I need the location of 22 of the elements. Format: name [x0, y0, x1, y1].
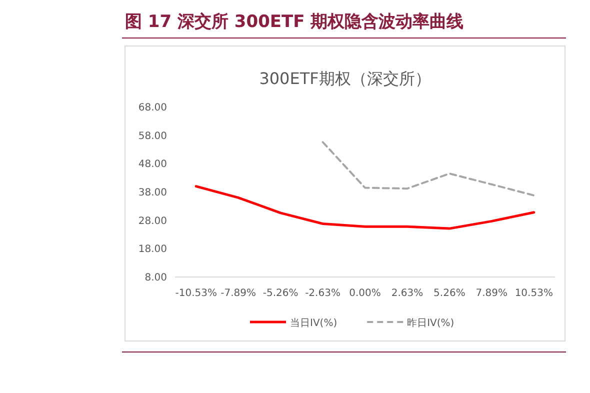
chart-subtitle: 300ETF期权（深交所） — [259, 69, 431, 88]
x-tick-label: -2.63% — [305, 288, 340, 299]
x-tick-label: 2.63% — [391, 288, 424, 299]
x-tick-label: -5.26% — [262, 288, 298, 299]
y-tick-label: 48.00 — [138, 159, 167, 170]
x-tick-label: 7.89% — [476, 288, 508, 299]
legend-label: 昨日IV(%) — [407, 317, 454, 329]
legend-label: 当日IV(%) — [290, 317, 338, 329]
y-tick-label: 38.00 — [138, 188, 167, 198]
y-tick-label: 18.00 — [138, 244, 167, 256]
line-series — [322, 141, 535, 196]
x-tick-label: -7.89% — [220, 288, 256, 299]
x-tick-label: 0.00% — [349, 288, 381, 299]
x-tick-label: 5.26% — [434, 288, 466, 299]
x-tick-label: -10.53% — [175, 288, 217, 299]
y-tick-label: 8.00 — [144, 272, 167, 284]
x-tick-label: 10.53% — [514, 288, 553, 299]
y-tick-label: 68.00 — [138, 102, 167, 114]
y-tick-label: 28.00 — [138, 216, 167, 227]
line-series — [194, 185, 536, 230]
y-tick-label: 58.00 — [138, 130, 167, 142]
title: 图 17 深交所 300ETF 期权隐含波动率曲线 — [125, 12, 464, 32]
